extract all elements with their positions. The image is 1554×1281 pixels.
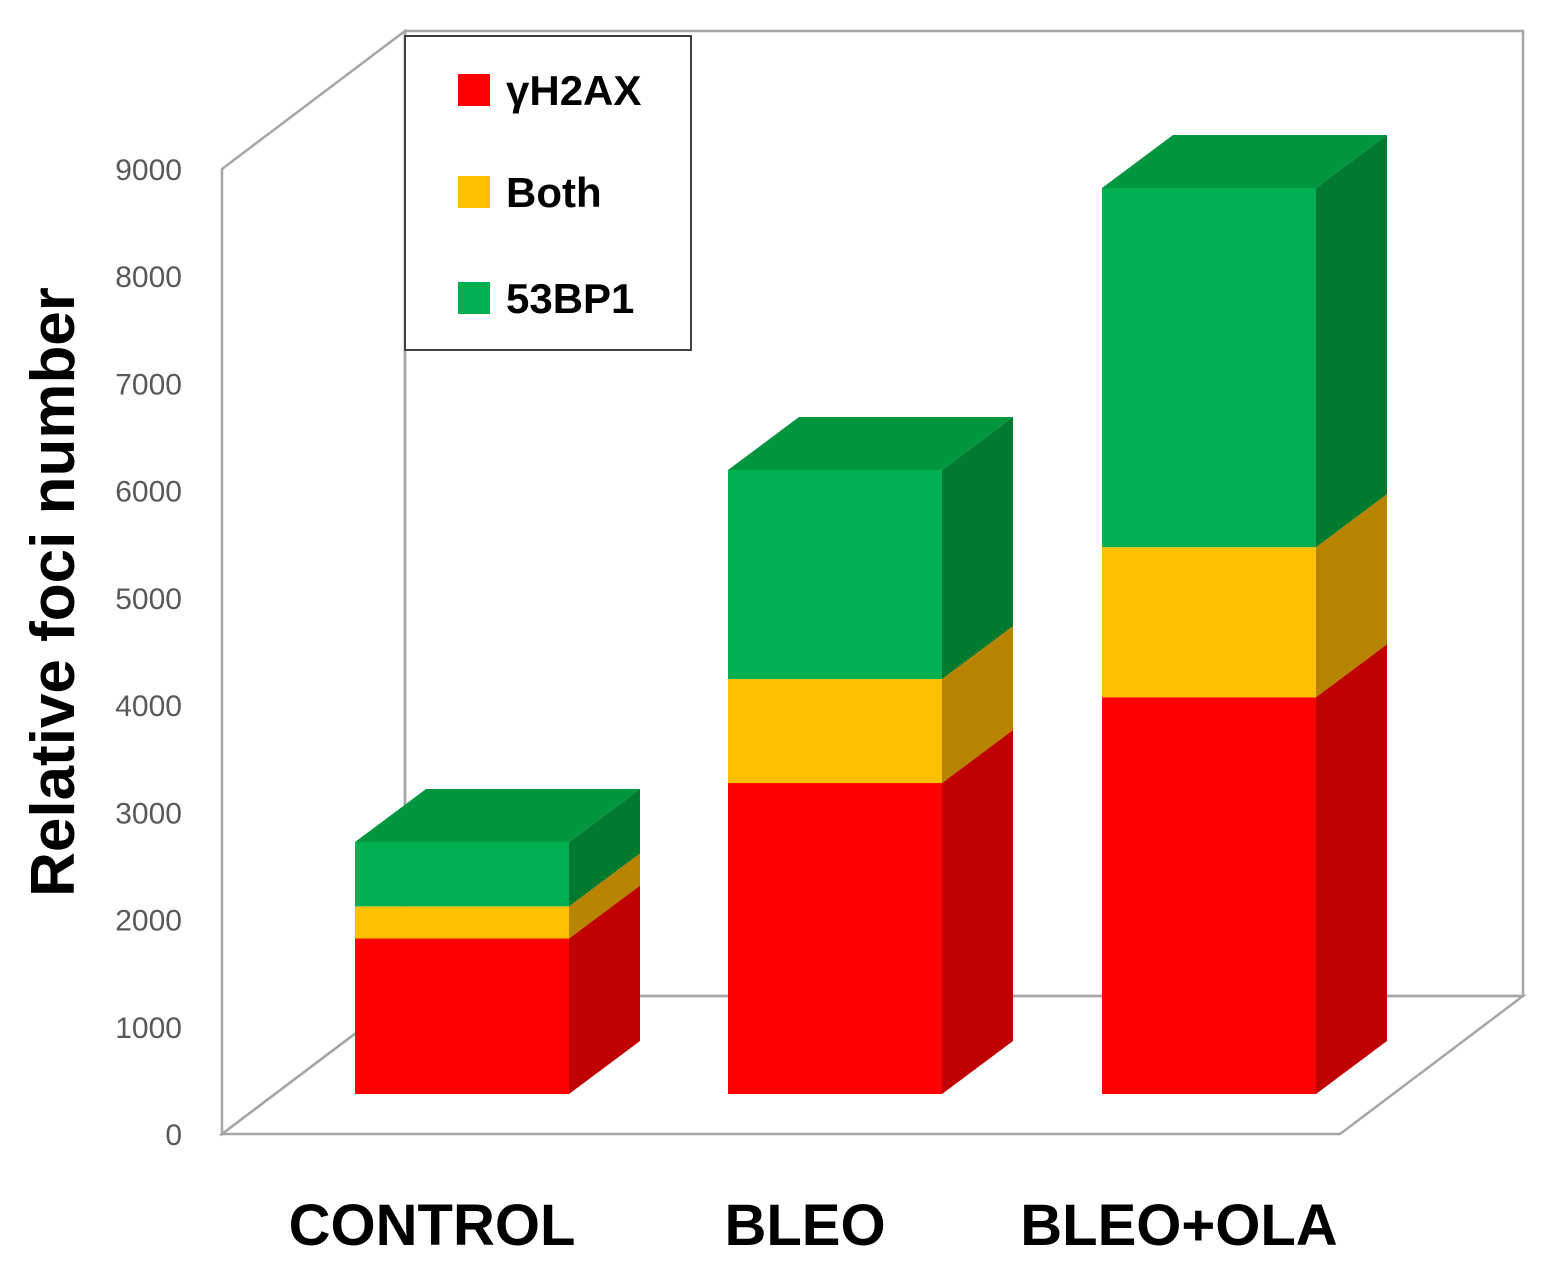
chart-walls (218, 28, 1527, 1137)
legend-label: 53BP1 (506, 275, 634, 322)
legend: γH2AX Both 53BP1 (404, 35, 692, 351)
bar-segment-side (942, 730, 1013, 1094)
bar-segment-53BP1 (1102, 187, 1316, 548)
bar-segment-side (1316, 494, 1387, 698)
bar-segment-side (1316, 134, 1387, 548)
bar-top-face (355, 789, 640, 843)
y-tick-label: 8000 (115, 261, 182, 294)
bar-stack-control (355, 789, 640, 1094)
legend-swatch (458, 74, 490, 106)
y-tick-label: 0 (165, 1119, 182, 1152)
y-tick-label: 3000 (115, 797, 182, 830)
bar-segment-Both (1102, 547, 1316, 698)
bar-segment-side (942, 626, 1013, 784)
x-category-label: CONTROL (289, 1193, 576, 1258)
bar-segment-side (942, 416, 1013, 680)
bar-segment-Both (355, 906, 569, 939)
bar-segment-side (569, 853, 640, 939)
bar-segment-γH2AX (355, 938, 569, 1094)
legend-swatch (458, 176, 490, 208)
legend-label: Both (506, 169, 602, 216)
y-tick-label: 6000 (115, 476, 182, 509)
bar-top-face (1102, 134, 1387, 188)
y-tick-label: 2000 (115, 905, 182, 938)
bar-stack-bleo (728, 416, 1013, 1094)
legend-swatch (458, 282, 490, 314)
bar-segment-side (569, 885, 640, 1094)
legend-box (404, 35, 692, 351)
x-axis-categories: CONTROL BLEO BLEO+OLA (289, 1193, 1338, 1258)
y-axis-title: Relative foci number (19, 287, 88, 897)
legend-label: γH2AX (506, 67, 641, 114)
floor (218, 994, 1527, 1136)
bar-segment-Both (728, 679, 942, 784)
y-tick-label: 7000 (115, 368, 182, 401)
y-tick-label: 5000 (115, 583, 182, 616)
y-tick-label: 4000 (115, 690, 182, 723)
bar-stack-bleo-ola (1102, 134, 1387, 1094)
bar-segment-side (569, 789, 640, 907)
y-tick-label: 1000 (115, 1012, 182, 1045)
y-tick-label: 9000 (115, 154, 182, 187)
x-category-label: BLEO (724, 1193, 885, 1258)
x-category-label: BLEO+OLA (1020, 1193, 1337, 1258)
bar-segment-γH2AX (1102, 697, 1316, 1094)
bar-segment-53BP1 (355, 842, 569, 907)
bar-segment-side (1316, 644, 1387, 1094)
bars-group (355, 134, 1387, 1094)
bar-segment-53BP1 (728, 469, 942, 680)
bar-segment-γH2AX (728, 783, 942, 1094)
y-axis-ticks: 0 1000 2000 3000 4000 5000 6000 7000 8000 9000 (115, 154, 182, 1152)
bar-top-face (728, 416, 1013, 470)
